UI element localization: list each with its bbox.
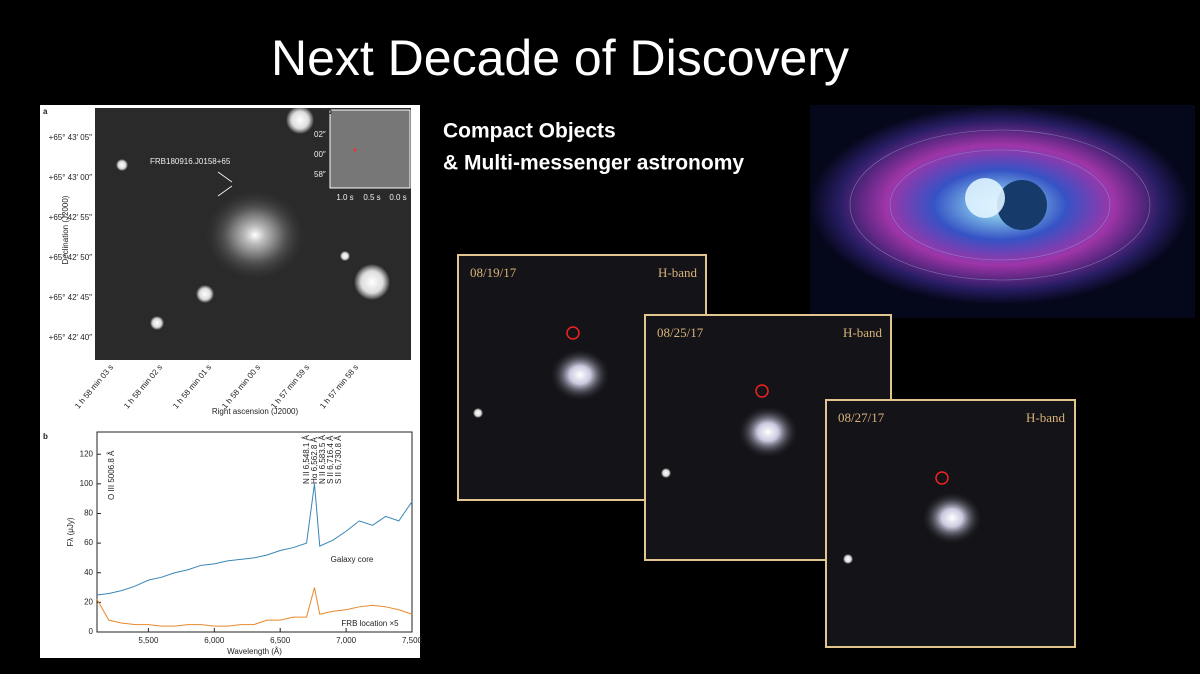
- figure: a FRB180916.J0158+65 b 02″ 00″ 58″ 1.0 s…: [40, 105, 423, 658]
- star: [354, 264, 390, 300]
- frame-date: 08/27/17: [838, 410, 885, 425]
- galaxy: [922, 492, 982, 544]
- pointer: [217, 185, 233, 197]
- inset-image: [329, 109, 411, 189]
- merger-illustration: [810, 105, 1195, 318]
- line-annotation: Hα 6,562.8 Å: [310, 436, 319, 484]
- galaxy: [550, 349, 610, 401]
- galaxy: [738, 406, 798, 458]
- x-tick-label: 6,500: [270, 636, 291, 645]
- y-tick-label: 60: [84, 538, 93, 547]
- transient-marker: [755, 384, 769, 398]
- y-axis-label: Fλ (μJy): [66, 517, 75, 546]
- subtitle: Compact Objects: [443, 120, 616, 143]
- transient-marker: [566, 326, 580, 340]
- frame-band: H-band: [658, 265, 697, 280]
- host-galaxy: [205, 190, 305, 280]
- y-tick-label: 20: [84, 597, 93, 606]
- x-tick-label: 5,500: [138, 636, 159, 645]
- panel-label: b: [327, 107, 332, 116]
- y-tick-label: 80: [84, 509, 93, 518]
- transient-marker: [935, 471, 949, 485]
- plot-frame: [96, 431, 413, 633]
- inset-tick: 1.0 s: [336, 193, 353, 202]
- panel-label: b: [43, 432, 48, 441]
- inset-tick: 02″: [314, 130, 326, 139]
- line-annotation: S II 6,730.8 Å: [334, 435, 343, 484]
- line-annotation: N II 6,583.5 Å: [318, 434, 327, 484]
- dec-tick-label: +65° 43′ 05″: [49, 133, 93, 142]
- x-tick-label: 7,500: [402, 636, 423, 645]
- dec-tick-label: +65° 43′ 00″: [49, 173, 93, 182]
- spectrum-line: [96, 483, 413, 596]
- orbit-ring: [849, 129, 1151, 281]
- inset-tick: 0.0 s: [389, 193, 406, 202]
- x-tick-label: 7,000: [336, 636, 357, 645]
- star: [340, 251, 350, 261]
- series-label: FRB location ×5: [341, 619, 399, 628]
- line-annotation: S II 6,716.4 Å: [326, 435, 335, 484]
- line-annotation: N II 6,548.1 Å: [302, 434, 311, 484]
- frame-band: H-band: [843, 325, 882, 340]
- dec-tick-label: +65° 42′ 40″: [49, 333, 93, 342]
- star: [473, 408, 483, 418]
- dec-tick-label: +65° 42′ 55″: [49, 213, 93, 222]
- compact-object: [997, 180, 1047, 230]
- frame-band: H-band: [1026, 410, 1065, 425]
- y-tick-label: 100: [80, 479, 94, 488]
- y-tick-label: 40: [84, 568, 93, 577]
- inset-tick: 0.5 s: [363, 193, 380, 202]
- y-tick-label: 0: [89, 627, 94, 636]
- panel-label: a: [43, 107, 48, 116]
- compact-object: [965, 178, 1005, 218]
- spectrum-line: [96, 587, 413, 627]
- x-axis-label: Wavelength (Å): [227, 647, 282, 656]
- star: [116, 159, 128, 171]
- star: [196, 285, 214, 303]
- x-tick-label: 6,000: [204, 636, 225, 645]
- dec-tick-label: +65° 42′ 50″: [49, 253, 93, 262]
- inset-tick: 58″: [314, 170, 326, 179]
- star: [843, 554, 853, 564]
- subtitle: & Multi-messenger astronomy: [443, 152, 744, 175]
- y-tick-label: 120: [80, 449, 94, 458]
- frb-marker: [353, 148, 357, 152]
- frame-date: 08/25/17: [657, 325, 704, 340]
- series-label: Galaxy core: [331, 555, 374, 564]
- source-label: FRB180916.J0158+65: [150, 157, 231, 166]
- frame-date: 08/19/17: [470, 265, 517, 280]
- frame: 08/27/17 H-band: [825, 399, 1076, 648]
- orbit-ring: [889, 149, 1111, 261]
- star: [150, 316, 164, 330]
- ra-label: Right ascension (J2000): [212, 407, 299, 416]
- pointer: [217, 171, 233, 183]
- slide-title: Next Decade of Discovery: [271, 30, 849, 86]
- dec-label: Declination (J2000): [61, 195, 70, 264]
- inset-tick: 00″: [314, 150, 326, 159]
- star: [661, 468, 671, 478]
- line-annotation: O III 5006.8 Å: [107, 450, 116, 500]
- dec-tick-label: +65° 42′ 45″: [49, 293, 93, 302]
- star: [286, 106, 314, 134]
